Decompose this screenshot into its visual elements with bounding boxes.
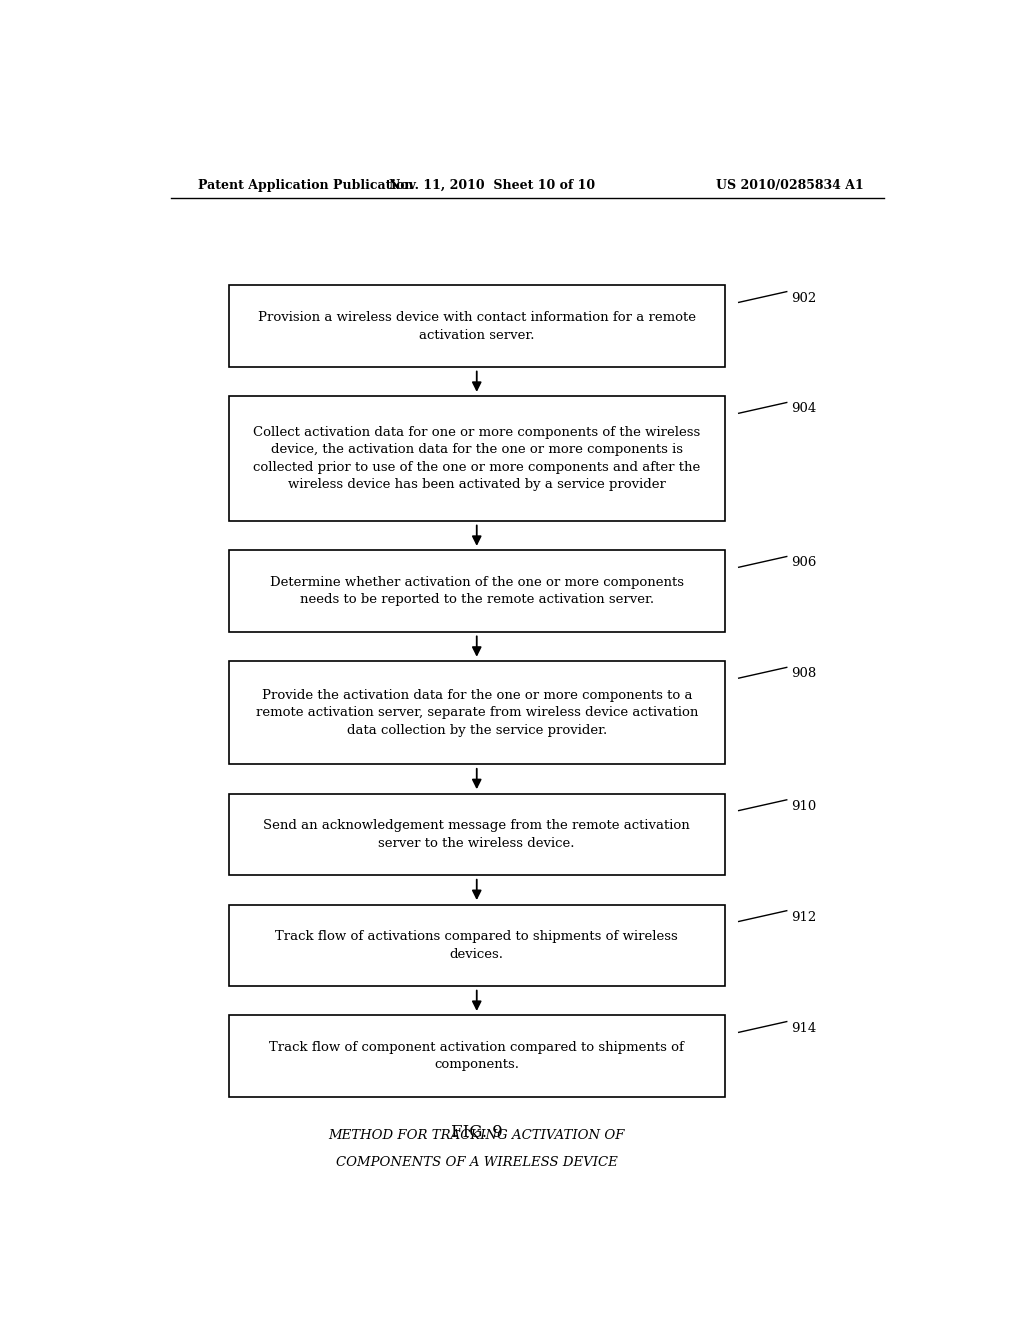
- Text: FIG. 9: FIG. 9: [451, 1123, 503, 1140]
- Text: COMPONENTS OF A WIRELESS DEVICE: COMPONENTS OF A WIRELESS DEVICE: [336, 1156, 617, 1170]
- Text: 902: 902: [791, 292, 816, 305]
- Text: 906: 906: [791, 557, 816, 569]
- Text: METHOD FOR TRACKING ACTIVATION OF: METHOD FOR TRACKING ACTIVATION OF: [329, 1130, 625, 1142]
- Text: Provide the activation data for the one or more components to a
remote activatio: Provide the activation data for the one …: [256, 689, 698, 737]
- FancyBboxPatch shape: [228, 550, 725, 632]
- FancyBboxPatch shape: [228, 1015, 725, 1097]
- Text: Provision a wireless device with contact information for a remote
activation ser: Provision a wireless device with contact…: [258, 312, 695, 342]
- Text: US 2010/0285834 A1: US 2010/0285834 A1: [717, 178, 864, 191]
- Text: 910: 910: [791, 800, 816, 813]
- Text: Nov. 11, 2010  Sheet 10 of 10: Nov. 11, 2010 Sheet 10 of 10: [389, 178, 595, 191]
- FancyBboxPatch shape: [228, 285, 725, 367]
- FancyBboxPatch shape: [228, 793, 725, 875]
- FancyBboxPatch shape: [228, 904, 725, 986]
- Text: 904: 904: [791, 403, 816, 416]
- Text: Track flow of activations compared to shipments of wireless
devices.: Track flow of activations compared to sh…: [275, 931, 678, 961]
- Text: Collect activation data for one or more components of the wireless
device, the a: Collect activation data for one or more …: [253, 426, 700, 491]
- Text: Determine whether activation of the one or more components
needs to be reported : Determine whether activation of the one …: [269, 576, 684, 606]
- Text: 914: 914: [791, 1022, 816, 1035]
- FancyBboxPatch shape: [228, 396, 725, 521]
- Text: Track flow of component activation compared to shipments of
components.: Track flow of component activation compa…: [269, 1041, 684, 1072]
- Text: Patent Application Publication: Patent Application Publication: [198, 178, 414, 191]
- Text: Send an acknowledgement message from the remote activation
server to the wireles: Send an acknowledgement message from the…: [263, 820, 690, 850]
- FancyBboxPatch shape: [228, 661, 725, 764]
- Text: 908: 908: [791, 668, 816, 680]
- Text: 912: 912: [791, 911, 816, 924]
